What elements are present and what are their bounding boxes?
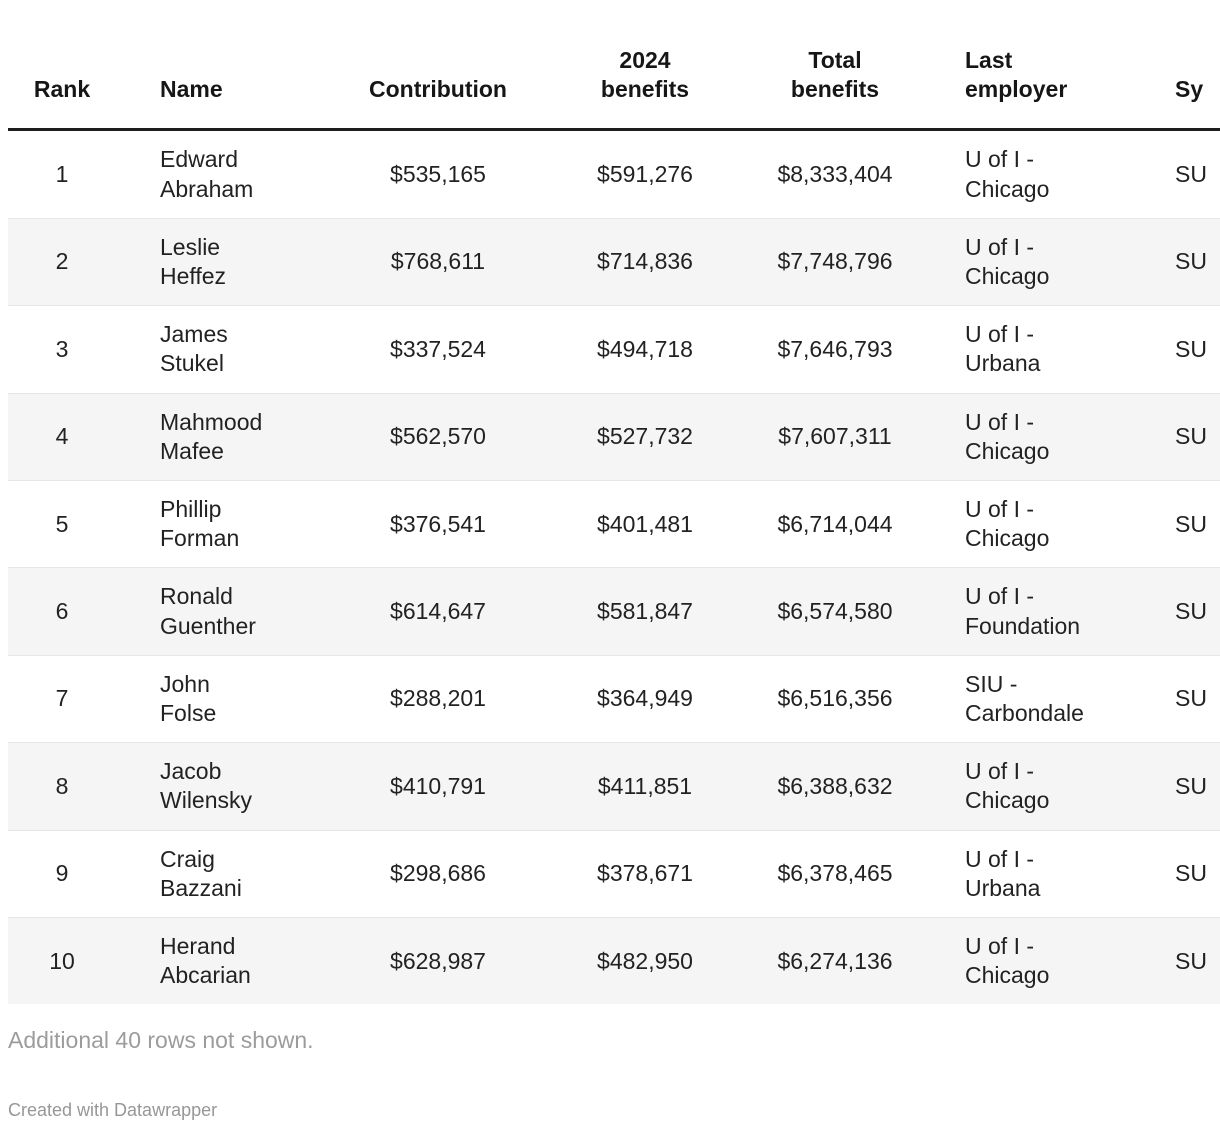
- name-cell: Jacob Wilensky: [160, 758, 253, 814]
- table-row: 9 Craig Bazzani $298,686 $378,671 $6,378,465…: [8, 830, 1220, 917]
- rank-cell: 4: [55, 423, 69, 450]
- rank-cell: 1: [55, 161, 69, 187]
- total-benefits-cell: $6,388,632: [777, 772, 893, 799]
- system-cell: SU: [1175, 335, 1207, 362]
- column-header-total-benefits: Total benefits: [752, 0, 918, 132]
- table-row: 10 Herand Abcarian $628,987 $482,950 $6,274,…: [8, 917, 1220, 1005]
- table-header-row: Rank Name Contribution 2024 benefits Tot…: [8, 0, 1220, 132]
- column-header-name: Name: [116, 0, 338, 132]
- benefits-2024-cell: $581,847: [597, 598, 693, 625]
- benefits-2024-cell: $378,671: [597, 860, 693, 887]
- benefits-2024-cell: $364,949: [597, 685, 693, 712]
- column-header-2024-benefits: 2024 benefits: [538, 0, 752, 132]
- last-employer-cell: U of I - Chicago: [965, 496, 1050, 552]
- system-cell: SU: [1175, 860, 1207, 887]
- system-cell: SU: [1175, 248, 1207, 275]
- last-employer-cell: U of I - Chicago: [965, 758, 1050, 814]
- name-cell: Craig Bazzani: [160, 845, 242, 901]
- name-cell: Leslie Heffez: [160, 233, 227, 290]
- benefits-2024-cell: $591,276: [597, 161, 693, 187]
- contribution-cell: $337,524: [390, 335, 486, 362]
- benefits-2024-cell: $401,481: [597, 510, 693, 537]
- system-cell: SU: [1175, 947, 1207, 974]
- name-cell: Edward Abraham: [160, 146, 254, 202]
- rank-cell: 2: [55, 248, 69, 275]
- last-employer-cell: U of I - Chicago: [965, 233, 1050, 290]
- table-row: 6 Ronald Guenther $614,647 $581,847 $6,574,5…: [8, 567, 1220, 656]
- system-cell: SU: [1175, 510, 1207, 537]
- name-cell: John Folse: [160, 670, 217, 727]
- table-row: 5 Phillip Forman $376,541 $401,481 $6,714,04…: [8, 480, 1220, 568]
- name-cell: James Stukel: [160, 321, 228, 377]
- table-row: 2 Leslie Heffez $768,611 $714,836 $7,748,796…: [8, 218, 1220, 306]
- last-employer-cell: U of I - Urbana: [965, 845, 1041, 901]
- name-cell: Ronald Guenther: [160, 583, 256, 639]
- total-benefits-cell: $6,274,136: [777, 947, 893, 974]
- table-row: 8 Jacob Wilensky $410,791 $411,851 $6,388,63…: [8, 742, 1220, 831]
- last-employer-cell: SIU - Carbondale: [965, 670, 1084, 727]
- system-cell: SU: [1175, 772, 1207, 799]
- contribution-cell: $410,791: [390, 772, 486, 799]
- column-header-last-employer: Last employer: [918, 0, 1128, 132]
- rank-cell: 10: [49, 947, 75, 974]
- total-benefits-cell: $6,516,356: [777, 685, 893, 712]
- total-benefits-cell: $7,748,796: [777, 248, 893, 275]
- rank-cell: 9: [55, 860, 69, 887]
- rank-cell: 6: [55, 598, 69, 625]
- name-cell: Mahmood Mafee: [160, 408, 263, 464]
- name-cell: Herand Abcarian: [160, 933, 251, 989]
- table-row: 1 Edward Abraham $535,165 $591,276 $8,333,40…: [8, 130, 1220, 218]
- contribution-cell: $298,686: [390, 860, 486, 887]
- table-row: 7 John Folse $288,201 $364,949 $6,516,356 SIU…: [8, 655, 1220, 742]
- contribution-cell: $376,541: [390, 510, 486, 537]
- column-header-system: Sy: [1128, 0, 1220, 132]
- last-employer-cell: U of I - Chicago: [965, 408, 1050, 464]
- system-cell: SU: [1175, 685, 1207, 712]
- system-cell: SU: [1175, 423, 1207, 450]
- rank-cell: 3: [55, 335, 69, 362]
- pension-table: Rank Name Contribution 2024 benefits Tot…: [8, 0, 1220, 1005]
- last-employer-cell: U of I - Foundation: [965, 583, 1081, 639]
- contribution-cell: $535,165: [390, 161, 486, 187]
- total-benefits-cell: $7,607,311: [778, 423, 892, 450]
- last-employer-cell: U of I - Urbana: [965, 321, 1041, 377]
- datawrapper-attribution-link[interactable]: Created with Datawrapper: [8, 1099, 218, 1120]
- total-benefits-cell: $6,378,465: [777, 860, 893, 887]
- rank-cell: 5: [55, 510, 69, 537]
- rank-cell: 7: [55, 685, 69, 712]
- name-cell: Phillip Forman: [160, 496, 240, 552]
- table-row: 4 Mahmood Mafee $562,570 $527,732 $7,607,311…: [8, 393, 1220, 481]
- contribution-cell: $768,611: [390, 248, 486, 275]
- contribution-cell: $288,201: [390, 685, 486, 712]
- benefits-2024-cell: $527,732: [597, 423, 693, 450]
- table-row: 3 James Stukel $337,524 $494,718 $7,646,793 U…: [8, 305, 1220, 393]
- contribution-cell: $614,647: [390, 598, 486, 625]
- table-body: 1 Edward Abraham $535,165 $591,276 $8,333,40…: [8, 130, 1220, 1005]
- rows-not-shown-note: Additional 40 rows not shown.: [8, 1027, 314, 1054]
- total-benefits-cell: $8,333,404: [777, 161, 893, 187]
- column-header-rank: Rank: [8, 0, 116, 132]
- benefits-2024-cell: $494,718: [597, 335, 693, 362]
- benefits-2024-cell: $714,836: [597, 248, 693, 275]
- total-benefits-cell: $6,574,580: [777, 598, 893, 625]
- system-cell: SU: [1175, 598, 1207, 625]
- system-cell: SU: [1175, 161, 1207, 187]
- column-header-contribution: Contribution: [338, 0, 538, 132]
- contribution-cell: $562,570: [390, 423, 486, 450]
- benefits-2024-cell: $482,950: [597, 947, 693, 974]
- total-benefits-cell: $7,646,793: [777, 335, 893, 362]
- contribution-cell: $628,987: [390, 947, 486, 974]
- last-employer-cell: U of I - Chicago: [965, 146, 1050, 202]
- last-employer-cell: U of I - Chicago: [965, 933, 1050, 989]
- benefits-2024-cell: $411,851: [597, 772, 693, 799]
- total-benefits-cell: $6,714,044: [777, 510, 893, 537]
- rank-cell: 8: [55, 772, 69, 799]
